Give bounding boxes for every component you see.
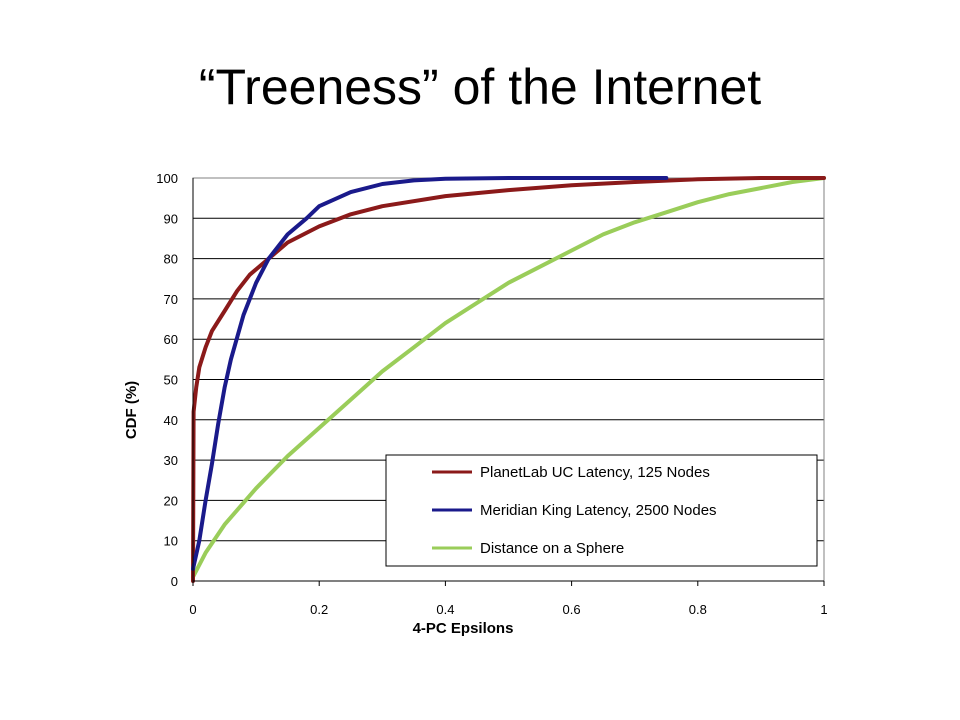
- y-tick-label-9: 90: [164, 211, 178, 226]
- legend: PlanetLab UC Latency, 125 Nodes Meridian…: [385, 454, 818, 567]
- y-tick-label-6: 60: [164, 332, 178, 347]
- y-tick-label-8: 80: [164, 252, 178, 267]
- y-tick-label-7: 70: [164, 292, 178, 307]
- legend-label-0: PlanetLab UC Latency, 125 Nodes: [480, 464, 710, 481]
- x-tick-label-3: 0.6: [563, 602, 581, 617]
- series-line-2: [191, 176, 826, 579]
- y-tick-label-5: 50: [164, 373, 178, 388]
- y-tick-labels: 0 10 20 30 40 50 60 70 80 90 100: [156, 171, 178, 589]
- x-tick-label-2: 0.4: [436, 602, 454, 617]
- slide-title: “Treeness” of the Internet: [198, 59, 762, 115]
- y-tick-label-1: 10: [164, 534, 178, 549]
- y-tick-label-4: 40: [164, 413, 178, 428]
- legend-label-2: Distance on a Sphere: [480, 540, 624, 557]
- x-tick-label-0: 0: [189, 602, 196, 617]
- x-tick-label-5: 1: [820, 602, 827, 617]
- y-tick-label-0: 0: [171, 574, 178, 589]
- x-tick-label-4: 0.8: [689, 602, 707, 617]
- legend-label-1: Meridian King Latency, 2500 Nodes: [480, 502, 717, 519]
- x-tick-labels: 0 0.2 0.4 0.6 0.8 1: [189, 581, 828, 617]
- x-tick-label-1: 0.2: [310, 602, 328, 617]
- y-tick-label-10: 100: [156, 171, 178, 186]
- x-axis-title: 4-PC Epsilons: [413, 620, 514, 637]
- series-line-0: [191, 176, 826, 583]
- series-lines: [191, 176, 826, 583]
- y-axis-title: CDF (%): [123, 381, 140, 439]
- series-line-1: [191, 176, 669, 571]
- y-tick-label-3: 30: [164, 453, 178, 468]
- y-tick-label-2: 20: [164, 493, 178, 508]
